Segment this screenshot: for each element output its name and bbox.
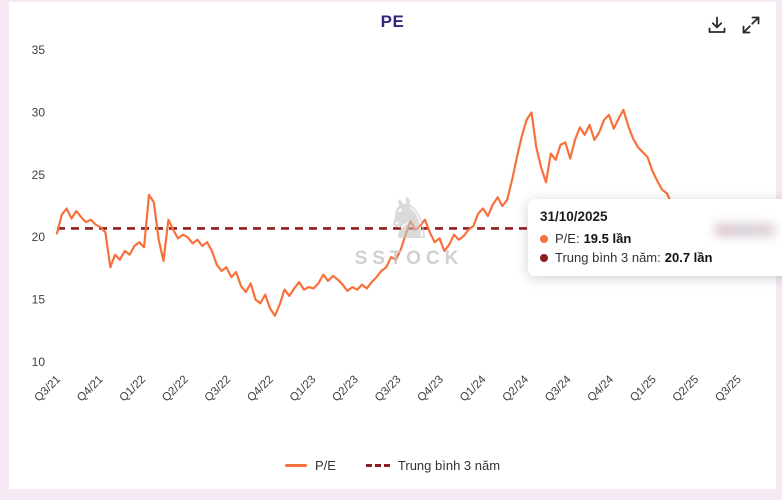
average-dash-swatch xyxy=(365,464,390,467)
svg-text:Q2/24: Q2/24 xyxy=(500,373,531,404)
svg-text:10: 10 xyxy=(32,355,46,369)
svg-text:Q2/25: Q2/25 xyxy=(671,374,702,405)
expand-icon[interactable] xyxy=(740,14,762,36)
chart-legend: P/E Trung bình 3 năm xyxy=(9,458,776,473)
svg-text:Q1/23: Q1/23 xyxy=(288,374,319,405)
pe-line-chart[interactable]: 35 30 25 20 15 10 Q3/21 Q4/21 Q1/22 Q2/22 Q3/22 Q4/… xyxy=(9,2,776,489)
svg-text:Q2/22: Q2/22 xyxy=(160,374,191,405)
tooltip-row-pe: P/E: 19.5 lần xyxy=(540,231,778,246)
svg-text:Q4/21: Q4/21 xyxy=(75,374,106,405)
tooltip-average-label: Trung bình 3 năm: xyxy=(555,250,661,265)
tooltip-pe-label: P/E: xyxy=(555,231,580,246)
svg-text:Q4/22: Q4/22 xyxy=(245,374,276,405)
svg-text:15: 15 xyxy=(32,293,46,307)
svg-text:Q3/22: Q3/22 xyxy=(203,374,234,405)
svg-text:20: 20 xyxy=(32,230,46,244)
svg-text:Q3/21: Q3/21 xyxy=(32,374,63,405)
legend-item-average[interactable]: Trung bình 3 năm xyxy=(365,458,501,473)
redacted-blur xyxy=(714,223,776,237)
svg-text:Q3/25: Q3/25 xyxy=(713,374,744,405)
svg-text:Q3/24: Q3/24 xyxy=(543,373,574,404)
svg-text:30: 30 xyxy=(32,105,46,119)
chart-title: PE xyxy=(380,12,405,31)
legend-label-pe: P/E xyxy=(314,458,336,473)
download-icon[interactable] xyxy=(706,14,728,36)
svg-text:Q1/24: Q1/24 xyxy=(458,373,489,404)
tooltip-date: 31/10/2025 xyxy=(540,209,608,224)
legend-item-pe[interactable]: P/E xyxy=(284,458,336,473)
chart-toolbar xyxy=(706,14,762,36)
svg-text:Q1/25: Q1/25 xyxy=(628,374,659,405)
svg-text:25: 25 xyxy=(32,168,46,182)
average-dot-icon xyxy=(540,253,548,262)
svg-text:Q3/23: Q3/23 xyxy=(373,374,404,405)
svg-text:Q4/24: Q4/24 xyxy=(586,373,617,404)
legend-label-average: Trung bình 3 năm xyxy=(397,458,501,473)
svg-text:Q1/22: Q1/22 xyxy=(118,374,149,405)
svg-text:35: 35 xyxy=(32,43,46,57)
tooltip-row-average: Trung bình 3 năm: 20.7 lần xyxy=(540,250,778,265)
svg-text:Q2/23: Q2/23 xyxy=(330,374,361,405)
svg-text:Q4/23: Q4/23 xyxy=(415,374,446,405)
chart-tooltip: 31/10/2025 P/E: 19.5 lần Trung bình 3 nă… xyxy=(528,199,782,276)
pe-dot-icon xyxy=(540,234,548,243)
pe-line-swatch xyxy=(284,464,307,467)
tooltip-pe-value: 19.5 lần xyxy=(583,231,632,246)
tooltip-average-value: 20.7 lần xyxy=(664,250,713,265)
